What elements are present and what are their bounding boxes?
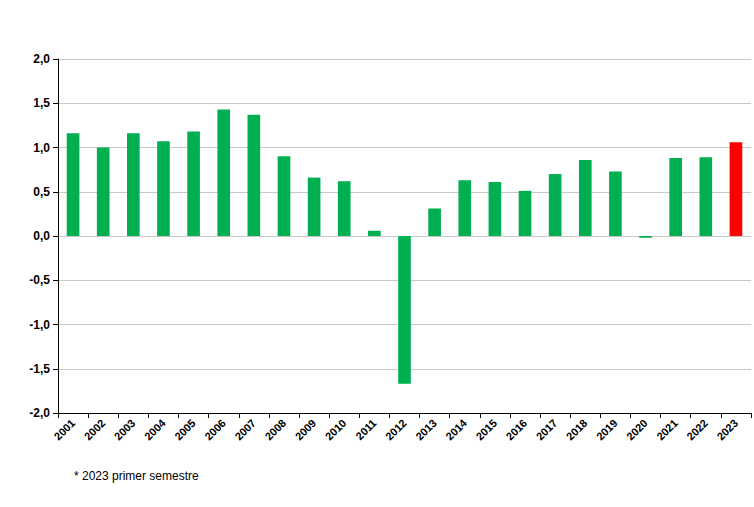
svg-text:-1,0: -1,0 [29,318,50,332]
svg-text:2003: 2003 [112,417,138,443]
svg-text:2011: 2011 [353,417,378,442]
svg-text:-0,5: -0,5 [29,273,50,287]
svg-text:* 2023 primer semestre: * 2023 primer semestre [74,469,199,483]
svg-text:-1,5: -1,5 [29,362,50,376]
svg-text:2005: 2005 [172,417,198,443]
svg-text:2,0: 2,0 [33,52,50,66]
svg-text:2020: 2020 [624,417,650,443]
svg-text:2017: 2017 [534,417,560,443]
svg-text:2012: 2012 [383,417,409,443]
svg-text:2021: 2021 [654,417,680,443]
svg-text:2008: 2008 [262,417,288,443]
svg-text:1,5: 1,5 [33,96,50,110]
svg-text:1,0: 1,0 [33,141,50,155]
svg-text:2019: 2019 [594,417,620,443]
svg-text:2009: 2009 [293,417,319,443]
svg-text:2006: 2006 [202,417,228,443]
svg-text:-2,0: -2,0 [29,406,50,420]
svg-text:2015: 2015 [473,417,499,443]
svg-text:2010: 2010 [323,417,349,443]
svg-text:2013: 2013 [413,417,439,443]
svg-text:2016: 2016 [503,417,529,443]
svg-text:2001: 2001 [52,417,78,443]
svg-text:2023: 2023 [714,417,740,443]
svg-text:0,0: 0,0 [33,229,50,243]
svg-text:2007: 2007 [232,417,258,443]
svg-text:0,5: 0,5 [33,185,50,199]
svg-text:2014: 2014 [443,416,469,442]
svg-text:2018: 2018 [564,417,590,443]
svg-text:2022: 2022 [684,417,710,443]
svg-text:2002: 2002 [82,417,108,443]
svg-text:2004: 2004 [142,416,168,442]
